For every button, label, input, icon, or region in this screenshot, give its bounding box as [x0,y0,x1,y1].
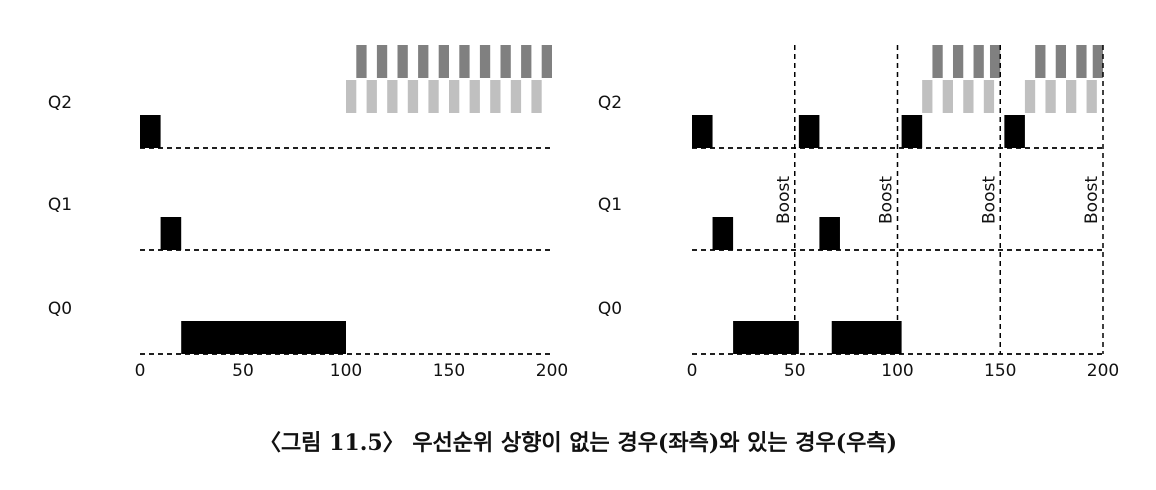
queue-label: Q0 [598,299,622,319]
time-slice [428,80,439,113]
time-slice [376,45,388,78]
boost-label: Boost [877,176,897,224]
time-slice [963,80,974,113]
time-slice [1086,80,1097,113]
time-slice [831,321,902,354]
caption: 〈그림 11.5〉 우선순위 상향이 없는 경우(좌측)와 있는 경우(우측) [258,430,898,456]
time-slice [942,80,953,113]
queue-label: Q2 [48,93,72,113]
time-slice [901,115,923,148]
time-slice [459,45,470,78]
queue-label: Q1 [598,195,622,215]
boost-label: Boost [1082,176,1102,224]
time-slice [1092,45,1103,78]
time-slice [1045,80,1056,113]
charts: Q2 Q1 Q0 0 50 100 150 200 Q2 Q1 Q0 0 50 100 150 200 Boos… [48,45,1119,381]
time-slice [521,45,532,78]
time-slice [541,45,552,78]
time-slice [479,45,491,78]
queue-label: Q2 [598,93,622,113]
time-slice [397,45,408,78]
x-tick-label: 0 [687,361,698,381]
time-slice [798,115,820,148]
boost-label: Boost [979,176,999,224]
time-slice [1035,45,1046,78]
x-tick-label: 200 [536,361,568,381]
time-slice [973,45,984,78]
time-slice [500,45,511,78]
x-tick-label: 50 [232,361,254,381]
time-slice [989,45,1001,78]
time-slice [1055,45,1067,78]
time-slice [952,45,964,78]
time-slice [531,80,542,113]
queue-label: Q0 [48,299,72,319]
x-tick-label: 100 [330,361,362,381]
time-slice [366,80,377,113]
time-slice [932,45,943,78]
x-tick-label: 50 [784,361,806,381]
time-slice [469,80,480,113]
time-slice [418,45,429,78]
time-slice [181,321,346,354]
time-slice [449,80,460,113]
time-slice [819,217,840,250]
boost-label: Boost [774,176,794,224]
time-slice [438,45,449,78]
x-tick-label: 150 [433,361,465,381]
x-tick-label: 100 [881,361,913,381]
time-slice [712,217,734,250]
time-slice [510,80,522,113]
x-tick-label: 0 [135,361,146,381]
time-slice [387,80,398,113]
time-slice [1004,115,1025,148]
time-slice [983,80,995,113]
time-slice [490,80,501,113]
time-slice [922,80,933,113]
time-slice [692,115,713,148]
x-tick-label: 150 [984,361,1016,381]
time-slice [160,217,182,250]
time-slice [733,321,799,354]
time-slice [346,80,357,113]
time-slice [1076,45,1087,78]
time-slice [140,115,161,148]
x-tick-label: 200 [1087,361,1119,381]
time-slice [407,80,419,113]
time-slice [1066,80,1077,113]
time-slice [1024,80,1036,113]
time-slice [356,45,367,78]
queue-label: Q1 [48,195,72,215]
